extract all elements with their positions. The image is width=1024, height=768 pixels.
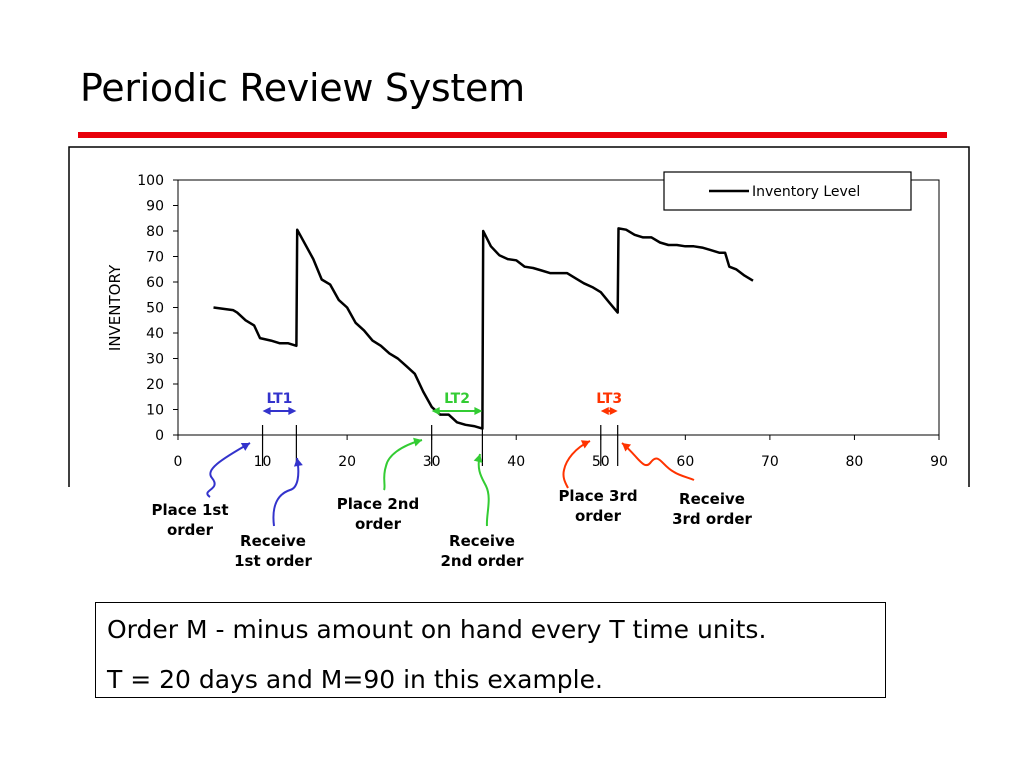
annotation-label: Receive bbox=[679, 490, 745, 508]
lead-time-arrowhead bbox=[609, 407, 618, 415]
lead-time-arrowhead bbox=[288, 407, 297, 415]
annotation-arrowhead bbox=[622, 443, 632, 452]
annotation-label: 1st order bbox=[234, 552, 312, 570]
annotation-label: order bbox=[355, 515, 402, 533]
y-tick-label: 60 bbox=[146, 275, 164, 291]
annotation-arrowhead bbox=[413, 437, 422, 447]
annotation-label: Receive bbox=[449, 532, 515, 550]
page-title: Periodic Review System bbox=[80, 66, 525, 110]
chart-frame bbox=[68, 146, 970, 487]
annotation-arrow bbox=[477, 453, 490, 527]
lead-time-arrowhead bbox=[474, 407, 483, 415]
lead-time-label: LT1 bbox=[267, 391, 293, 407]
lead-time-label: LT3 bbox=[596, 391, 622, 407]
note-line: Order M - minus amount on hand every T t… bbox=[107, 615, 767, 644]
x-tick-label: 60 bbox=[676, 454, 694, 470]
annotation-label: Place 3rd bbox=[558, 487, 637, 505]
x-tick-label: 80 bbox=[846, 454, 864, 470]
annotation-arrow bbox=[206, 442, 251, 498]
x-tick-label: 70 bbox=[761, 454, 779, 470]
x-tick-label: 90 bbox=[930, 454, 948, 470]
annotation-label: Place 1st bbox=[151, 501, 228, 519]
annotation-arrowhead bbox=[473, 454, 483, 463]
annotation-arrow bbox=[383, 439, 423, 491]
y-tick-label: 50 bbox=[146, 301, 164, 317]
note-box: Order M - minus amount on hand every T t… bbox=[95, 602, 886, 698]
annotation-label: order bbox=[167, 521, 214, 539]
legend-label: Inventory Level bbox=[752, 184, 860, 200]
note-line: T = 20 days and M=90 in this example. bbox=[107, 665, 603, 694]
y-tick-label: 90 bbox=[146, 199, 164, 215]
annotation-label: order bbox=[575, 507, 622, 525]
x-tick-label: 20 bbox=[338, 454, 356, 470]
title-rule bbox=[78, 132, 947, 138]
annotation-label: 2nd order bbox=[440, 552, 524, 570]
y-tick-label: 10 bbox=[146, 403, 164, 419]
annotation-arrow bbox=[621, 442, 695, 481]
x-tick-label: 0 bbox=[174, 454, 183, 470]
lead-time-arrowhead bbox=[431, 407, 440, 415]
annotation-label: Place 2nd bbox=[337, 495, 419, 513]
series-line-inventory-level bbox=[213, 227, 754, 430]
y-tick-label: 80 bbox=[146, 224, 164, 240]
annotation-arrow bbox=[272, 457, 300, 527]
lead-time-label: LT2 bbox=[444, 391, 470, 407]
lead-time-arrowhead bbox=[600, 407, 609, 415]
annotation-arrowhead bbox=[240, 443, 250, 451]
y-tick-label: 20 bbox=[146, 377, 164, 393]
annotation-label: Receive bbox=[240, 532, 306, 550]
annotation-label: 3rd order bbox=[672, 510, 752, 528]
lead-time-arrowhead bbox=[262, 407, 271, 415]
legend-box bbox=[663, 171, 912, 211]
x-tick-label: 40 bbox=[507, 454, 525, 470]
annotation-arrowhead bbox=[580, 440, 590, 449]
y-tick-label: 100 bbox=[137, 173, 164, 189]
y-tick-label: 40 bbox=[146, 326, 164, 342]
annotation-arrowhead bbox=[293, 458, 303, 467]
y-axis-label: INVENTORY bbox=[106, 264, 124, 351]
annotation-arrow bbox=[562, 440, 591, 489]
y-tick-label: 30 bbox=[146, 352, 164, 368]
y-tick-label: 70 bbox=[146, 250, 164, 266]
y-tick-label: 0 bbox=[155, 428, 164, 444]
